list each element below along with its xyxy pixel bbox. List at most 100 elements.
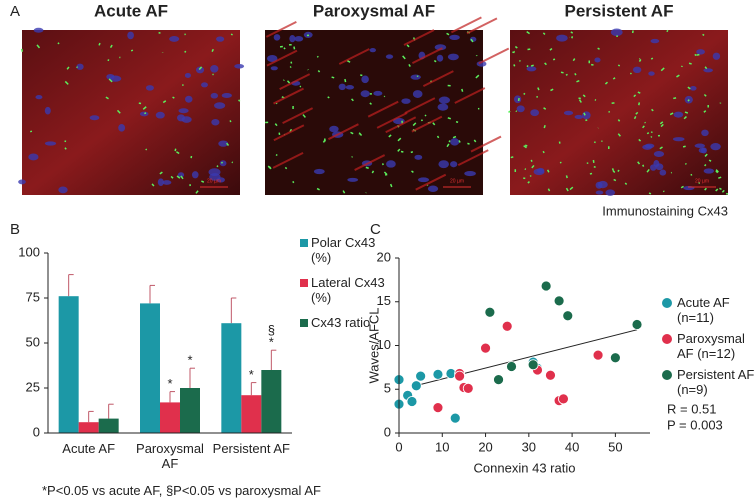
cx43-signal — [76, 66, 78, 69]
nucleus — [181, 116, 192, 123]
legend-swatch — [662, 298, 672, 308]
cx43-signal — [721, 189, 725, 193]
cx43-signal — [544, 62, 547, 66]
fibre — [450, 16, 482, 34]
cx43-signal — [293, 46, 296, 50]
significance-mark: * — [167, 376, 172, 391]
nucleus — [574, 114, 584, 119]
nucleus — [673, 111, 684, 118]
point — [480, 342, 491, 354]
cx43-signal — [184, 50, 187, 53]
panel-label: A — [10, 3, 20, 20]
cx43-signal — [666, 29, 669, 33]
fibre — [273, 87, 304, 105]
cx43-signal — [549, 47, 553, 51]
y-tick-label: 50 — [26, 334, 40, 349]
nucleus — [221, 92, 232, 98]
cx43-signal — [331, 76, 335, 79]
legend-swatch — [300, 239, 308, 247]
cx43-signal — [597, 47, 600, 50]
bar — [180, 388, 200, 433]
fit-line — [411, 329, 638, 388]
nucleus — [44, 106, 51, 115]
cx43-signal — [145, 148, 148, 151]
cx43-signal — [515, 110, 518, 113]
fibre — [454, 87, 486, 104]
bar — [58, 296, 79, 433]
cx43-signal — [220, 161, 224, 164]
cx43-signal — [369, 102, 372, 105]
fibre — [457, 149, 489, 167]
cx43-signal — [144, 112, 147, 115]
nucleus — [410, 74, 421, 80]
nucleus — [563, 110, 574, 116]
cx43-signal — [704, 163, 707, 167]
fibre — [385, 116, 417, 134]
nucleus — [106, 73, 115, 80]
nucleus — [595, 190, 604, 195]
legend-label: Polar Cx43 (%) — [311, 235, 376, 265]
cx43-signal — [151, 183, 155, 187]
legend-label: Persistent AF (n=9) — [677, 367, 755, 397]
fibre — [338, 48, 370, 65]
cx43-signal — [611, 168, 614, 171]
nucleus — [530, 109, 540, 117]
cx43-signal — [718, 176, 722, 179]
cx43-signal — [530, 64, 534, 67]
cx43-signal — [547, 188, 551, 192]
cx43-signal — [365, 166, 369, 169]
x-axis-label: Connexin 43 ratio — [474, 460, 576, 475]
nucleus — [145, 85, 154, 91]
cx43-signal — [358, 132, 363, 136]
cx43-signal — [523, 92, 526, 95]
legend-label: Paroxysmal AF (n=12) — [677, 331, 745, 361]
nucleus — [712, 52, 721, 60]
cx43-signal — [687, 86, 691, 90]
nucleus — [329, 125, 339, 133]
y-tick-label: 10 — [377, 337, 391, 352]
cx43-signal — [458, 140, 461, 143]
cx43-signal — [604, 81, 609, 85]
footnote: *P<0.05 vs acute AF, §P<0.05 vs paroxysm… — [42, 483, 321, 498]
cx43-signal — [473, 139, 477, 143]
nucleus — [385, 54, 394, 59]
cx43-signal — [159, 171, 163, 175]
nucleus — [694, 143, 706, 148]
cx43-signal — [446, 143, 450, 148]
x-tick-label: 0 — [395, 439, 402, 454]
nucleus — [211, 118, 220, 126]
nucleus — [659, 169, 667, 176]
nucleus — [89, 115, 100, 121]
cx43-signal — [704, 187, 707, 191]
cx43-signal — [571, 36, 574, 39]
cx43-signal — [524, 144, 528, 147]
cx43-signal — [517, 97, 520, 102]
cx43-signal — [683, 115, 687, 120]
point — [415, 370, 427, 382]
cx43-signal — [617, 133, 621, 137]
nucleus — [184, 72, 191, 78]
nucleus — [373, 90, 383, 96]
cx43-signal — [715, 169, 719, 173]
cx43-signal — [411, 170, 414, 173]
cx43-signal — [680, 185, 684, 189]
cx43-signal — [412, 122, 417, 127]
fibre — [279, 73, 311, 91]
bar — [221, 323, 242, 433]
cx43-signal — [107, 59, 110, 62]
nucleus — [313, 168, 325, 175]
x-tick-label: Acute AF — [62, 441, 116, 456]
cx43-signal — [659, 146, 663, 150]
cx43-signal — [316, 187, 320, 191]
nucleus — [701, 129, 709, 137]
fibre — [404, 97, 436, 115]
cx43-signal — [644, 121, 646, 124]
cx43-signal — [524, 168, 527, 171]
point — [454, 370, 465, 382]
cx43-signal — [576, 80, 580, 83]
cx43-signal — [351, 98, 354, 102]
nucleus — [195, 66, 205, 74]
cx43-signal — [344, 78, 347, 83]
cx43-signal — [230, 33, 233, 36]
cx43-signal — [467, 142, 470, 145]
